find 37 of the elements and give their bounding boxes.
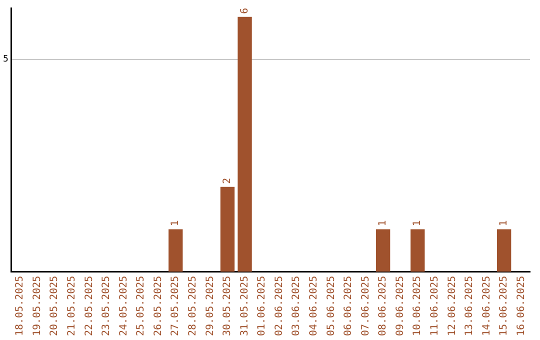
- x-tick-label: 29.05.2025: [204, 276, 216, 336]
- x-tick-label: 19.05.2025: [32, 276, 43, 336]
- x-tick-label: 23.05.2025: [101, 276, 112, 336]
- x-tick-label: 25.05.2025: [136, 276, 147, 336]
- x-tick-label: 04.06.2025: [308, 276, 320, 336]
- x-tick-label: 27.05.2025: [170, 276, 182, 336]
- x-tick-label: 13.06.2025: [464, 276, 476, 336]
- x-tick-label: 18.05.2025: [14, 276, 26, 336]
- x-tick-label: 09.06.2025: [394, 276, 406, 336]
- data-label: 6: [239, 8, 250, 14]
- x-tick-label: 14.06.2025: [481, 276, 492, 336]
- x-tick-label: 08.06.2025: [378, 276, 389, 336]
- x-tick-label: 20.05.2025: [49, 276, 60, 336]
- x-tick-label: 15.06.2025: [498, 276, 510, 336]
- x-tick-label: 06.06.2025: [343, 276, 354, 336]
- x-tick-label: 26.05.2025: [152, 276, 164, 336]
- x-tick-label: 03.06.2025: [291, 276, 302, 336]
- data-label: 1: [378, 220, 389, 226]
- x-tick-label: 22.05.2025: [84, 276, 95, 336]
- x-tick-label: 11.06.2025: [430, 276, 441, 336]
- x-tick-label: 10.06.2025: [412, 276, 424, 336]
- x-tick-label: 30.05.2025: [222, 276, 234, 336]
- x-tick-label: 28.05.2025: [188, 276, 199, 336]
- x-tick-label: 01.06.2025: [256, 276, 268, 336]
- x-tick-label: 05.06.2025: [326, 276, 337, 336]
- y-tick-label: 5: [2, 54, 8, 65]
- x-tick-label: 16.06.2025: [516, 276, 527, 336]
- data-label: 1: [498, 220, 510, 226]
- data-label: 1: [412, 220, 424, 226]
- x-tick-label: 24.05.2025: [118, 276, 130, 336]
- data-label: 2: [222, 178, 234, 184]
- data-label: 1: [170, 220, 182, 226]
- x-tick-label: 07.06.2025: [360, 276, 372, 336]
- x-tick-label: 21.05.2025: [66, 276, 78, 336]
- x-tick-label: 31.05.2025: [239, 276, 250, 336]
- x-tick-label: 12.06.2025: [446, 276, 458, 336]
- x-tick-label: 02.06.2025: [274, 276, 285, 336]
